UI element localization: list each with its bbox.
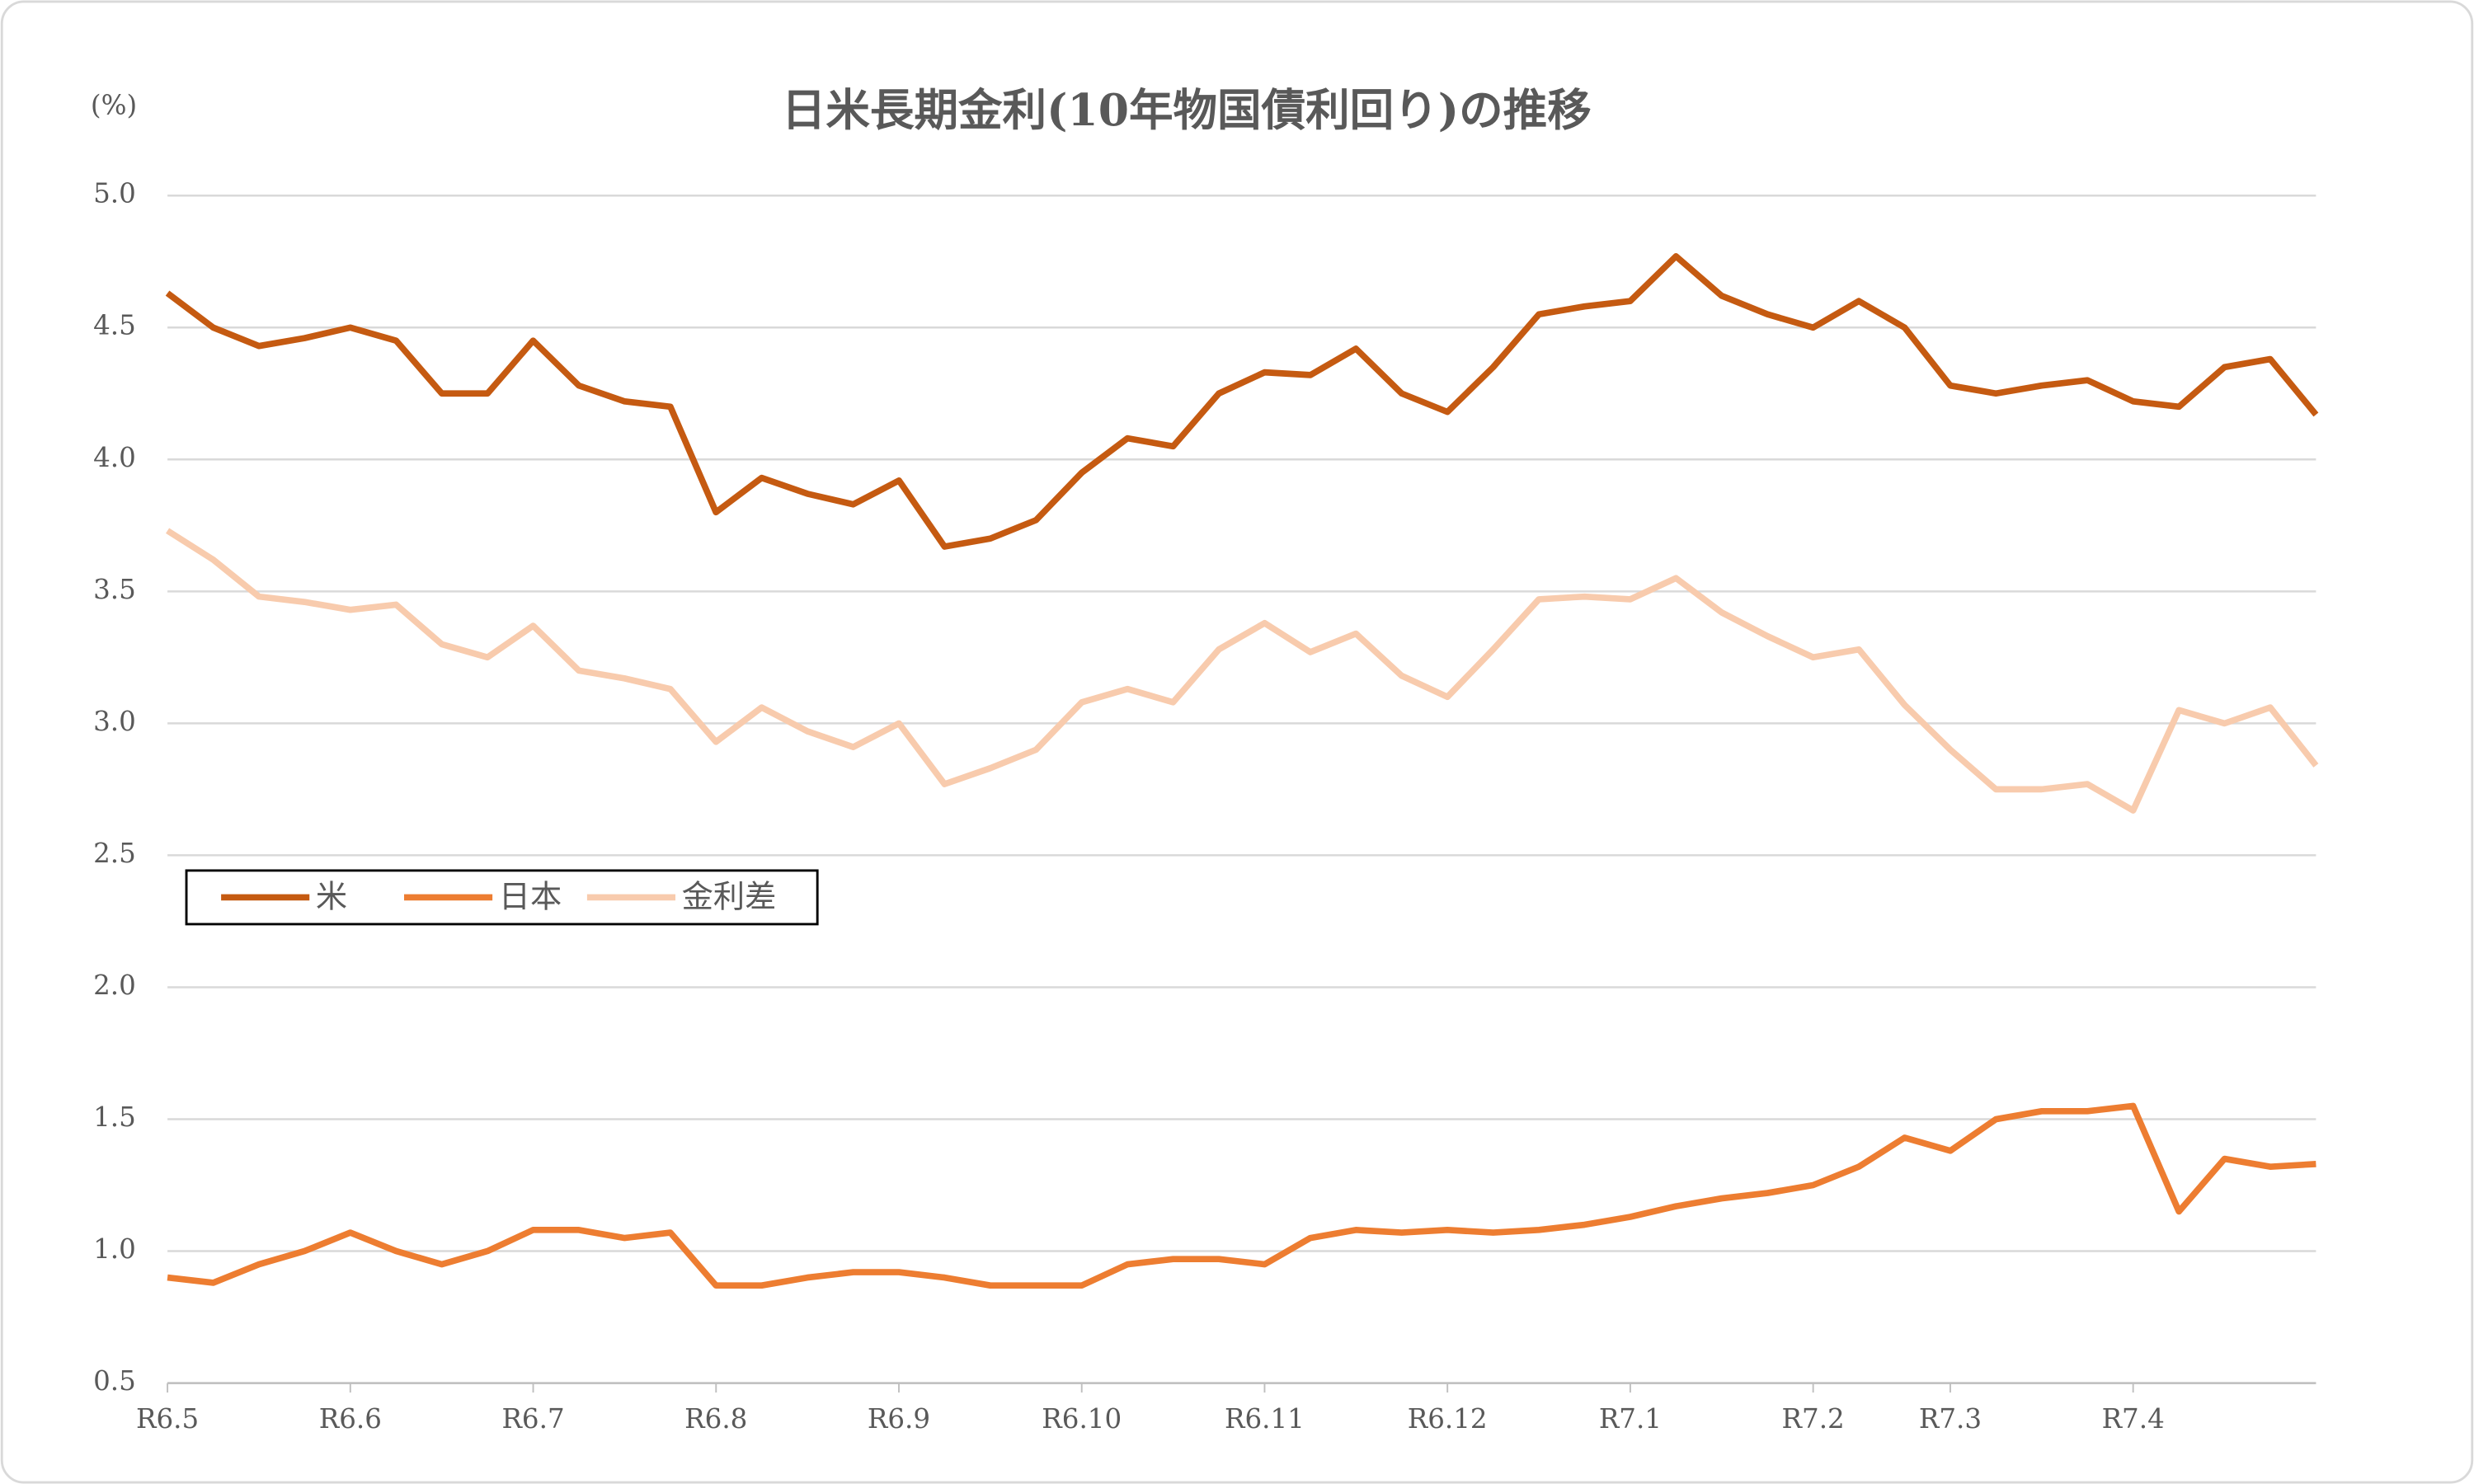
y-tick-label: 4.0 [93, 442, 136, 473]
legend-label: 日本 [499, 878, 562, 915]
x-tick-label: R6.7 [501, 1403, 564, 1435]
y-tick-label: 5.0 [93, 178, 136, 209]
chart-title: 日米長期金利(10年物国債利回り)の推移 [782, 84, 1592, 136]
x-tick-label: R6.8 [684, 1403, 747, 1435]
x-tick-label: R6.11 [1225, 1403, 1305, 1435]
series-line [165, 253, 2319, 550]
grid: 0.5 1.0 1.5 2.0 2.5 3.0 3.5 4.0 4.5 5.0 R6.5 R6.6 R6… [93, 178, 2316, 1435]
x-tick-label: R6.6 [319, 1403, 382, 1435]
series-line [167, 1102, 2316, 1289]
legend-label: 米 [316, 878, 347, 915]
series-line [166, 528, 2319, 814]
x-tick-label: R7.1 [1599, 1403, 1662, 1435]
y-tick-label: 0.5 [93, 1365, 136, 1397]
y-unit: (%) [91, 90, 137, 121]
y-tick-label: 2.0 [93, 970, 136, 1001]
legend: 米 日本 金利差 [185, 869, 819, 926]
plot [165, 253, 2319, 1289]
y-tick-label: 2.5 [93, 838, 136, 869]
x-tick-label: R6.10 [1042, 1403, 1122, 1435]
y-tick-label: 4.5 [93, 310, 136, 341]
x-tick-label: R6.12 [1408, 1403, 1488, 1435]
y-tick-label: 3.5 [93, 574, 136, 605]
x-tick-label: R6.9 [868, 1403, 930, 1435]
y-tick-label: 1.0 [93, 1233, 136, 1265]
x-tick-label: R7.3 [1919, 1403, 1982, 1435]
x-tick-label: R7.4 [2102, 1403, 2165, 1435]
x-tick-label: R6.5 [136, 1403, 199, 1435]
x-tick-label: R7.2 [1782, 1403, 1845, 1435]
y-tick-label: 1.5 [93, 1101, 136, 1133]
y-tick-label: 3.0 [93, 706, 136, 737]
legend-label: 金利差 [682, 878, 777, 915]
